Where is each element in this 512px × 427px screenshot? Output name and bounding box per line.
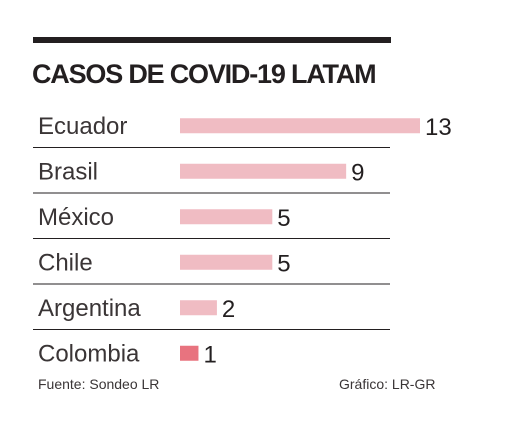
category-label: Brasil [38, 158, 98, 185]
category-label: Colombia [38, 340, 140, 367]
bar [180, 118, 420, 134]
value-label: 13 [425, 114, 452, 141]
bar [180, 254, 273, 270]
bar [180, 209, 273, 225]
top-rule [33, 37, 391, 43]
category-label: Argentina [38, 295, 141, 322]
category-label: Chile [38, 249, 93, 276]
value-label: 5 [277, 205, 290, 232]
value-label: 9 [351, 159, 364, 186]
graphic-credit: Gráfico: LR-GR [339, 376, 436, 392]
chart-title: CASOS DE COVID-19 LATAM [32, 59, 377, 89]
category-label: México [38, 204, 114, 231]
bar [180, 163, 347, 179]
category-label: Ecuador [38, 113, 127, 140]
bar [180, 345, 199, 361]
value-label: 1 [203, 341, 216, 368]
bar [180, 300, 217, 316]
value-label: 2 [222, 296, 235, 323]
value-label: 5 [277, 250, 290, 277]
source-note: Fuente: Sondeo LR [38, 376, 160, 392]
